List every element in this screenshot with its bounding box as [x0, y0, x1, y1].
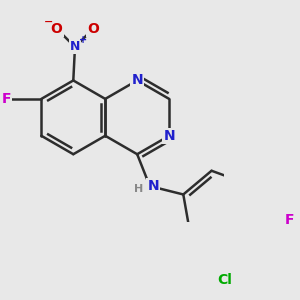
Text: N: N — [70, 40, 80, 53]
Text: Cl: Cl — [217, 273, 232, 287]
Text: N: N — [147, 179, 159, 193]
Text: N: N — [131, 74, 143, 88]
Text: +: + — [79, 35, 87, 45]
Text: F: F — [285, 213, 294, 227]
Text: O: O — [51, 22, 62, 35]
Text: H: H — [134, 184, 143, 194]
Text: F: F — [2, 92, 11, 106]
Text: −: − — [44, 17, 53, 27]
Text: O: O — [88, 22, 99, 35]
Text: N: N — [163, 129, 175, 143]
